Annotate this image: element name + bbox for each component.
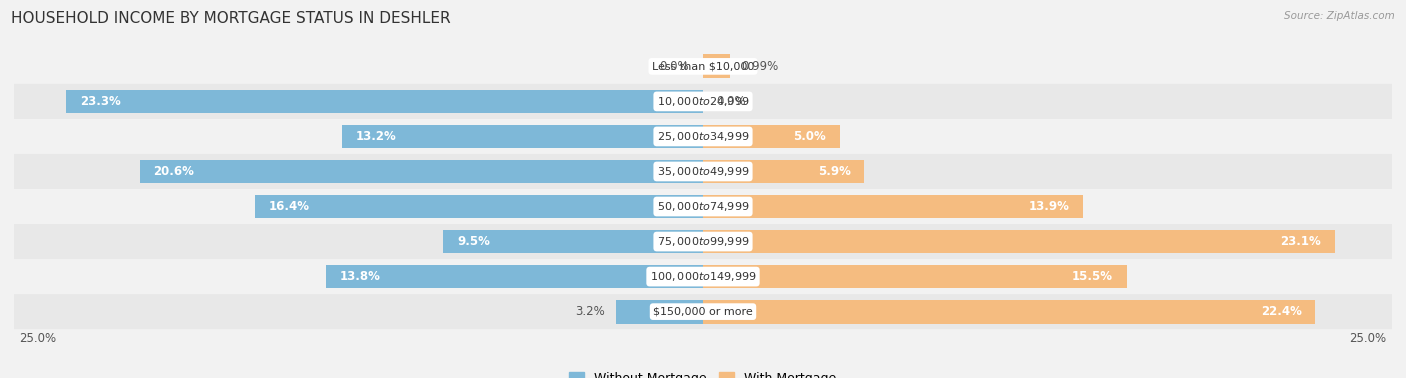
Text: $50,000 to $74,999: $50,000 to $74,999 <box>657 200 749 213</box>
Text: 22.4%: 22.4% <box>1261 305 1302 318</box>
Text: 25.0%: 25.0% <box>20 332 56 345</box>
Text: 13.9%: 13.9% <box>1028 200 1070 213</box>
Bar <box>703 230 1334 254</box>
Bar <box>66 90 703 113</box>
Legend: Without Mortgage, With Mortgage: Without Mortgage, With Mortgage <box>564 367 842 378</box>
Text: Source: ZipAtlas.com: Source: ZipAtlas.com <box>1284 11 1395 21</box>
Text: 5.9%: 5.9% <box>818 165 851 178</box>
Text: $35,000 to $49,999: $35,000 to $49,999 <box>657 165 749 178</box>
Text: 0.0%: 0.0% <box>659 60 689 73</box>
Bar <box>703 265 1126 288</box>
Text: 13.2%: 13.2% <box>356 130 396 143</box>
Text: $10,000 to $24,999: $10,000 to $24,999 <box>657 95 749 108</box>
Text: $100,000 to $149,999: $100,000 to $149,999 <box>650 270 756 283</box>
Text: $25,000 to $34,999: $25,000 to $34,999 <box>657 130 749 143</box>
Text: $75,000 to $99,999: $75,000 to $99,999 <box>657 235 749 248</box>
FancyBboxPatch shape <box>6 294 1400 329</box>
Bar <box>703 54 730 78</box>
Bar <box>342 124 703 148</box>
Text: 5.0%: 5.0% <box>793 130 825 143</box>
FancyBboxPatch shape <box>6 154 1400 189</box>
Bar <box>703 160 865 183</box>
Text: 0.99%: 0.99% <box>741 60 779 73</box>
FancyBboxPatch shape <box>6 224 1400 259</box>
Text: 15.5%: 15.5% <box>1073 270 1114 283</box>
FancyBboxPatch shape <box>6 49 1400 84</box>
Bar <box>616 300 703 324</box>
Text: 23.1%: 23.1% <box>1279 235 1320 248</box>
FancyBboxPatch shape <box>6 259 1400 294</box>
Text: 0.0%: 0.0% <box>717 95 747 108</box>
Text: HOUSEHOLD INCOME BY MORTGAGE STATUS IN DESHLER: HOUSEHOLD INCOME BY MORTGAGE STATUS IN D… <box>11 11 451 26</box>
Bar <box>326 265 703 288</box>
FancyBboxPatch shape <box>6 119 1400 154</box>
Bar <box>443 230 703 254</box>
Bar <box>703 195 1083 218</box>
Text: 20.6%: 20.6% <box>153 165 194 178</box>
Bar <box>254 195 703 218</box>
Text: 16.4%: 16.4% <box>269 200 309 213</box>
Text: 3.2%: 3.2% <box>575 305 605 318</box>
Text: 9.5%: 9.5% <box>457 235 489 248</box>
Text: 13.8%: 13.8% <box>339 270 380 283</box>
Bar <box>139 160 703 183</box>
Bar <box>703 124 839 148</box>
FancyBboxPatch shape <box>6 84 1400 119</box>
Text: Less than $10,000: Less than $10,000 <box>652 61 754 71</box>
Text: 23.3%: 23.3% <box>80 95 121 108</box>
Text: 25.0%: 25.0% <box>1350 332 1386 345</box>
Text: $150,000 or more: $150,000 or more <box>654 307 752 317</box>
FancyBboxPatch shape <box>6 189 1400 224</box>
Bar <box>703 300 1316 324</box>
